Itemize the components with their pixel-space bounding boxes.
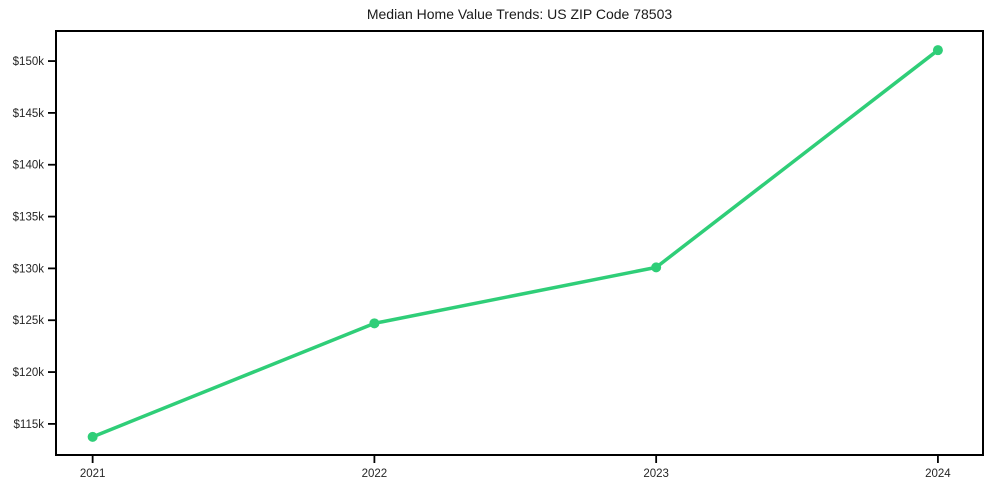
plot-border [55, 30, 984, 456]
y-tick-label: $145k [13, 108, 45, 120]
x-tick-label: 2024 [925, 468, 951, 480]
y-tick-label: $115k [14, 419, 45, 431]
data-point [87, 431, 98, 442]
x-tick-label: 2021 [80, 468, 106, 480]
chart-title: Median Home Value Trends: US ZIP Code 78… [366, 6, 673, 22]
y-tick-label: $135k [13, 212, 45, 224]
data-point [369, 318, 380, 329]
y-tick-label: $125k [13, 315, 45, 327]
data-point [651, 262, 662, 273]
y-tick-label: $140k [13, 160, 45, 172]
data-point [932, 45, 943, 56]
y-tick-label: $120k [13, 367, 45, 379]
y-tick-label: $150k [13, 56, 45, 68]
x-tick-label: 2023 [643, 468, 669, 480]
x-tick-label: 2022 [362, 468, 388, 480]
trend-line [90, 48, 940, 439]
y-tick-label: $130k [13, 263, 45, 275]
